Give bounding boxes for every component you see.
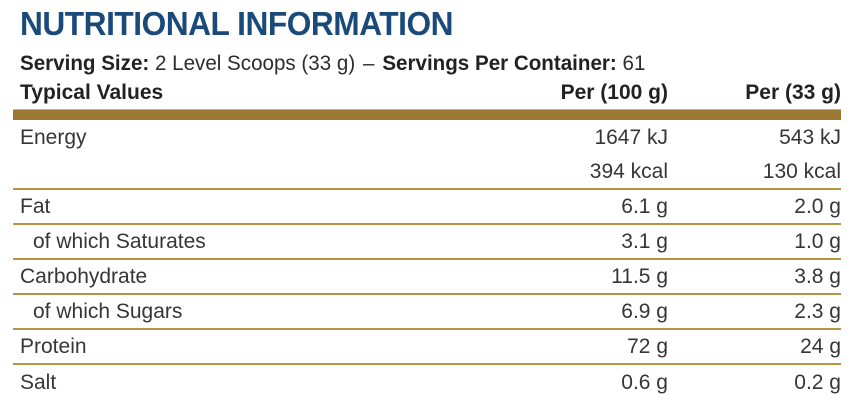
row-value-per-100g: 3.1 g: [621, 229, 668, 253]
header-per-33g: Per (33 g): [745, 81, 841, 105]
serving-info: Serving Size: 2 Level Scoops (33 g) – Serv…: [20, 52, 834, 76]
table-body: Energy 1647 kJ 543 kJ 394 kcal 130 kcal …: [13, 120, 841, 400]
row-label: of which Saturates: [33, 229, 206, 253]
table-row: Energy 1647 kJ 543 kJ: [13, 120, 841, 155]
row-value-per-100g: 72 g: [627, 334, 668, 358]
header-per-100g: Per (100 g): [560, 81, 668, 105]
row-value-per-33g: 0.2 g: [794, 370, 841, 394]
nutrition-table: Typical Values Per (100 g) Per (33 g) En…: [13, 76, 841, 400]
table-row: Carbohydrate 11.5 g 3.8 g: [13, 260, 841, 296]
table-row: Protein 72 g 24 g: [13, 330, 841, 366]
row-value-per-33g: 24 g: [800, 334, 841, 358]
row-value-per-100g: 394 kcal: [589, 159, 668, 183]
row-value-per-33g: 2.3 g: [794, 299, 841, 323]
row-value-per-33g: 3.8 g: [794, 264, 841, 288]
row-value-per-100g: 0.6 g: [621, 370, 668, 394]
header-typical-values: Typical Values: [20, 81, 164, 105]
table-header-row: Typical Values Per (100 g) Per (33 g): [13, 76, 841, 109]
table-row: 394 kcal 130 kcal: [13, 155, 841, 191]
row-value-per-100g: 11.5 g: [611, 264, 668, 288]
row-label: of which Sugars: [33, 299, 183, 323]
serving-size-label: Serving Size:: [20, 52, 150, 76]
row-value-per-33g: 130 kcal: [762, 159, 841, 183]
table-row: of which Sugars 6.9 g 2.3 g: [13, 295, 841, 331]
row-value-per-100g: 6.9 g: [621, 299, 668, 323]
row-label: Energy: [20, 125, 87, 149]
row-label: Salt: [20, 370, 57, 394]
header-divider-bar: [13, 109, 841, 121]
servings-per-container-value: 61: [622, 52, 646, 76]
row-value-per-33g: 2.0 g: [794, 194, 841, 218]
servings-per-container-label: Servings Per Container:: [382, 52, 617, 76]
page-title: NUTRITIONAL INFORMATION: [20, 5, 454, 42]
row-value-per-33g: 1.0 g: [794, 229, 841, 253]
row-value-per-33g: 543 kJ: [779, 125, 841, 149]
table-row: Salt 0.6 g 0.2 g: [13, 365, 841, 400]
table-row: Fat 6.1 g 2.0 g: [13, 190, 841, 226]
table-row: of which Saturates 3.1 g 1.0 g: [13, 225, 841, 261]
row-label: Protein: [20, 334, 87, 358]
row-label: Carbohydrate: [20, 264, 148, 288]
serving-size-value: 2 Level Scoops (33 g): [154, 52, 356, 76]
row-label: Fat: [20, 194, 51, 218]
row-value-per-100g: 1647 kJ: [594, 125, 668, 149]
row-value-per-100g: 6.1 g: [621, 194, 668, 218]
serving-separator: –: [363, 52, 375, 76]
